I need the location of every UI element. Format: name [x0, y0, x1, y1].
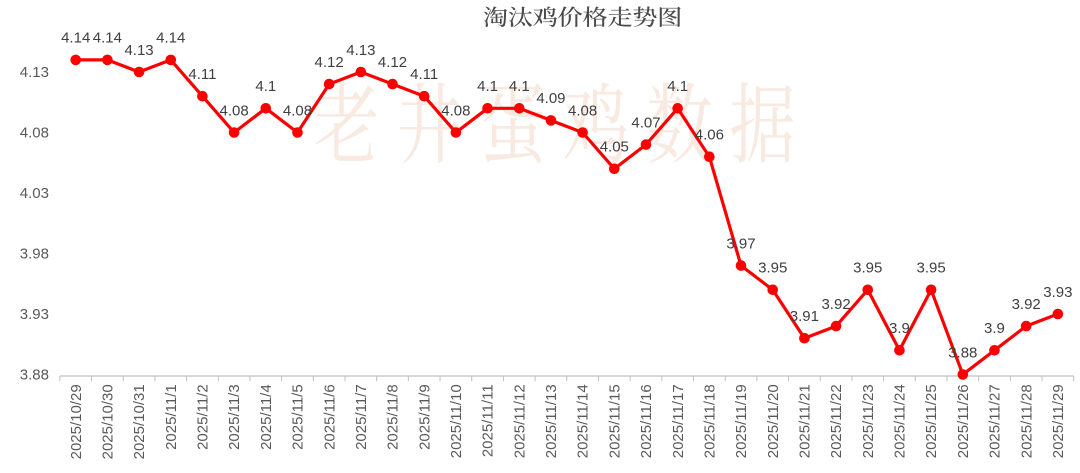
- svg-text:3.97: 3.97: [726, 235, 755, 252]
- svg-text:4.08: 4.08: [441, 102, 470, 119]
- svg-text:2025/11/7: 2025/11/7: [353, 384, 370, 450]
- svg-text:2025/10/30: 2025/10/30: [99, 384, 116, 459]
- svg-text:4.11: 4.11: [188, 66, 216, 83]
- svg-text:2025/11/4: 2025/11/4: [258, 384, 275, 450]
- svg-text:3.93: 3.93: [1043, 284, 1072, 301]
- svg-text:2025/11/24: 2025/11/24: [892, 384, 909, 458]
- svg-text:4.12: 4.12: [378, 54, 407, 71]
- svg-text:2025/11/25: 2025/11/25: [923, 384, 940, 458]
- svg-text:3.95: 3.95: [758, 260, 787, 277]
- svg-text:4.08: 4.08: [283, 102, 312, 119]
- svg-text:3.9: 3.9: [984, 320, 1005, 337]
- svg-text:2025/11/3: 2025/11/3: [226, 384, 243, 450]
- svg-text:2025/11/20: 2025/11/20: [765, 384, 782, 458]
- svg-text:2025/11/12: 2025/11/12: [511, 384, 528, 458]
- svg-text:2025/11/17: 2025/11/17: [670, 384, 687, 458]
- svg-text:2025/11/2: 2025/11/2: [195, 384, 212, 450]
- svg-text:4.07: 4.07: [631, 114, 660, 131]
- svg-text:4.08: 4.08: [20, 125, 49, 142]
- svg-text:4.1: 4.1: [509, 78, 530, 95]
- svg-text:2025/11/8: 2025/11/8: [385, 384, 402, 450]
- svg-text:2025/10/29: 2025/10/29: [68, 384, 85, 459]
- svg-text:3.95: 3.95: [853, 260, 882, 277]
- svg-text:2025/11/13: 2025/11/13: [543, 384, 560, 458]
- svg-text:2025/11/6: 2025/11/6: [321, 384, 338, 450]
- svg-text:4.14: 4.14: [156, 30, 185, 47]
- svg-text:3.91: 3.91: [790, 308, 819, 325]
- svg-text:2025/11/28: 2025/11/28: [1018, 384, 1035, 458]
- svg-text:2025/11/11: 2025/11/11: [480, 384, 497, 457]
- svg-text:2025/11/18: 2025/11/18: [701, 384, 718, 458]
- svg-text:2025/11/15: 2025/11/15: [606, 384, 623, 458]
- svg-text:4.05: 4.05: [600, 139, 629, 156]
- svg-text:4.12: 4.12: [315, 54, 344, 71]
- svg-text:4.09: 4.09: [536, 90, 565, 107]
- svg-text:4.06: 4.06: [695, 127, 724, 144]
- svg-text:3.93: 3.93: [20, 306, 49, 323]
- svg-text:3.98: 3.98: [20, 246, 49, 263]
- svg-text:4.13: 4.13: [20, 64, 49, 81]
- svg-text:3.9: 3.9: [889, 320, 910, 337]
- svg-text:4.11: 4.11: [410, 66, 438, 83]
- svg-text:2025/11/9: 2025/11/9: [416, 384, 433, 450]
- svg-text:3.88: 3.88: [948, 344, 977, 361]
- svg-text:4.03: 4.03: [20, 185, 49, 202]
- svg-text:4.1: 4.1: [667, 78, 688, 95]
- svg-text:2025/11/16: 2025/11/16: [638, 384, 655, 458]
- svg-text:2025/10/31: 2025/10/31: [131, 384, 148, 459]
- svg-text:2025/11/22: 2025/11/22: [828, 384, 845, 458]
- svg-text:4.14: 4.14: [93, 30, 122, 47]
- svg-text:3.95: 3.95: [917, 260, 946, 277]
- svg-text:2025/11/29: 2025/11/29: [1050, 384, 1067, 458]
- svg-text:4.08: 4.08: [220, 102, 249, 119]
- svg-text:2025/11/26: 2025/11/26: [955, 384, 972, 458]
- svg-text:2025/11/27: 2025/11/27: [987, 384, 1004, 458]
- svg-text:4.13: 4.13: [346, 42, 375, 59]
- svg-text:2025/11/10: 2025/11/10: [448, 384, 465, 458]
- svg-text:4.13: 4.13: [124, 42, 153, 59]
- svg-text:4.14: 4.14: [61, 30, 90, 47]
- svg-text:4.1: 4.1: [477, 78, 498, 95]
- svg-text:2025/11/5: 2025/11/5: [290, 384, 307, 450]
- svg-text:2025/11/19: 2025/11/19: [733, 384, 750, 458]
- svg-text:3.92: 3.92: [821, 296, 850, 313]
- svg-text:2025/11/23: 2025/11/23: [860, 384, 877, 458]
- svg-text:2025/11/21: 2025/11/21: [797, 384, 814, 458]
- svg-text:4.08: 4.08: [568, 102, 597, 119]
- svg-text:4.1: 4.1: [255, 78, 276, 95]
- svg-text:3.92: 3.92: [1012, 296, 1041, 313]
- svg-text:3.88: 3.88: [20, 367, 49, 384]
- svg-text:2025/11/14: 2025/11/14: [575, 384, 592, 458]
- svg-text:2025/11/1: 2025/11/1: [163, 384, 180, 450]
